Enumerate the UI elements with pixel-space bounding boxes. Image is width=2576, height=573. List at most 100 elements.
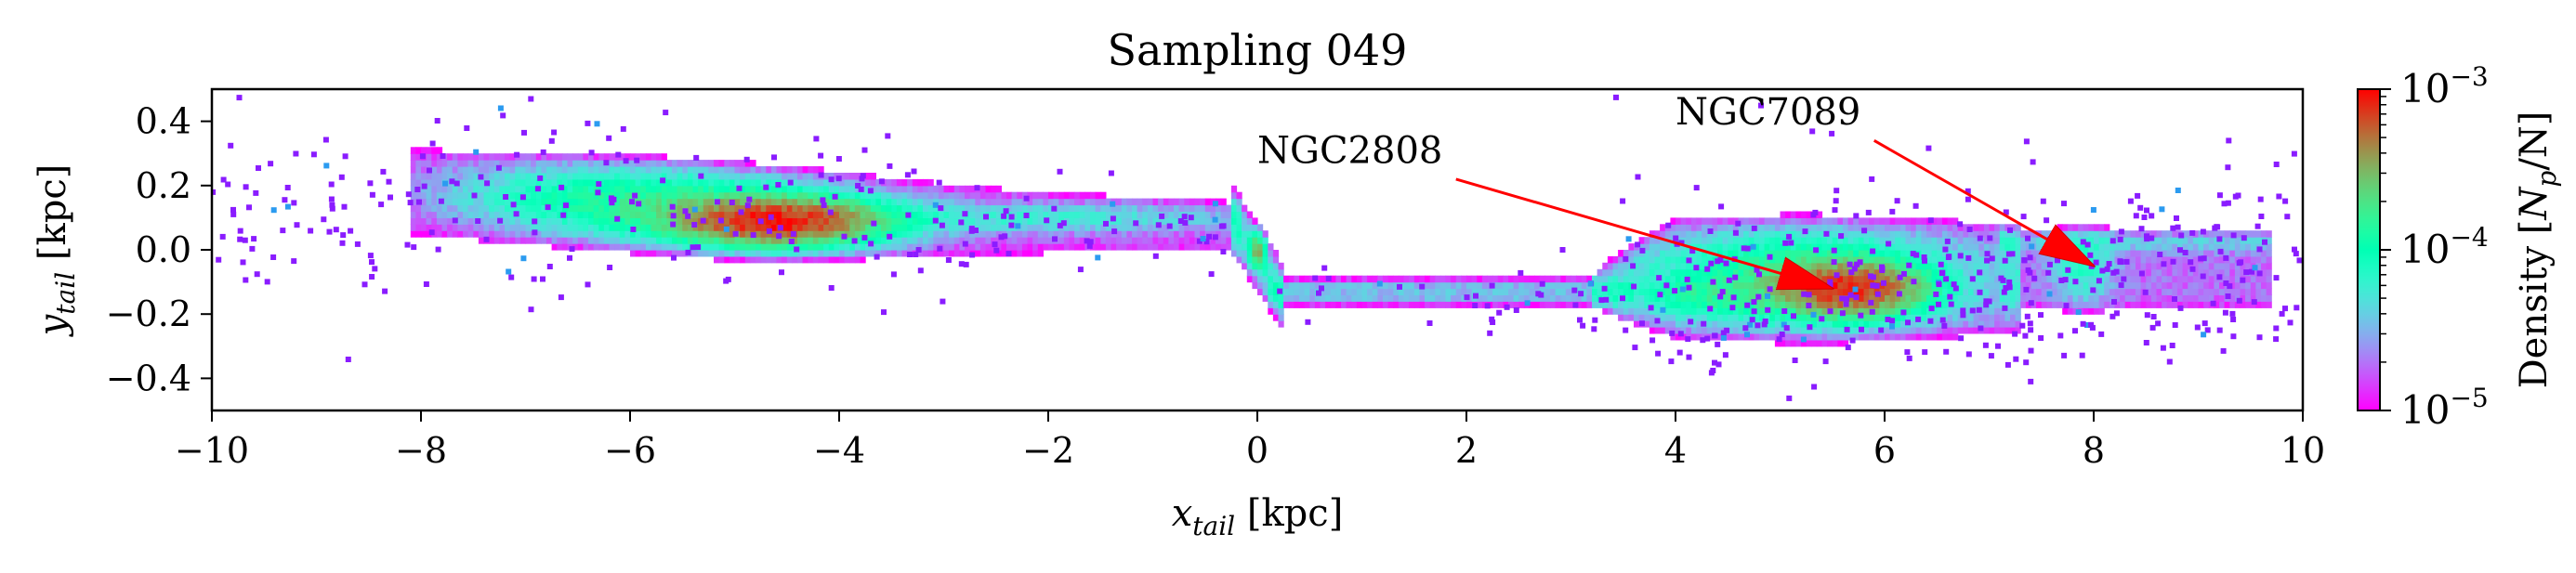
density-bin [770,191,778,200]
density-bin [535,198,542,206]
density-bin [1361,288,1368,295]
density-bin [478,160,485,167]
density-bin [1863,294,1870,302]
density-bin [1147,198,1154,206]
density-bin [1523,288,1531,295]
density-bin [1712,230,1718,238]
density-bin [1268,255,1274,264]
density-bin [2120,301,2126,308]
density-bin [2219,255,2226,264]
density-bin [1795,333,1802,341]
density-bin [1660,224,1666,231]
density-bin [1968,327,1975,334]
density-bin [1676,262,1682,270]
density-bin [1802,228,1808,235]
density-bin [1278,320,1284,328]
density-bin [1419,283,1426,290]
density-bin [1178,224,1185,231]
density-bin [1612,275,1619,283]
density-bin [551,237,558,244]
density-bin [1732,288,1740,295]
density-bin [1885,275,1891,283]
density-bin [1006,243,1013,251]
density-bin [1383,294,1389,302]
density-bin [808,230,814,238]
density-bin [1774,237,1781,244]
density-bin [1607,301,1614,308]
density-bin [1425,294,1431,302]
density-bin [339,240,346,246]
density-bin [1764,327,1770,334]
density-bin [1822,358,1829,365]
density-bin [1204,198,1211,206]
density-bin [718,198,725,206]
density-bin [1690,217,1698,225]
density-bin [635,160,641,167]
density-bin [531,173,537,180]
density-bin [1754,314,1760,321]
density-bin [499,160,506,167]
density-bin [572,153,579,161]
density-bin [1481,275,1489,283]
density-bin [2098,250,2105,257]
density-bin [1053,243,1059,251]
density-bin [1216,198,1222,206]
density-bin [2078,250,2084,257]
density-bin [535,153,542,161]
density-bin [2031,230,2037,238]
density-bin [2150,243,2158,251]
density-bin [2162,281,2168,290]
density-bin [1489,316,1495,322]
density-bin [1236,211,1242,218]
density-bin [1931,237,1938,244]
density-bin [410,224,416,231]
density-bin [687,166,694,174]
density-bin [1889,237,1896,244]
density-bin [1994,327,2001,334]
density-bin [714,178,720,187]
density-bin [1184,237,1190,244]
density-bin [1090,198,1097,206]
density-bin [1335,275,1342,283]
density-bin [677,198,683,206]
density-bin [1889,230,1896,238]
density-bin [614,224,621,231]
density-bin [435,246,441,253]
density-bin [1017,191,1023,200]
density-bin [635,243,641,251]
density-bin [1899,262,1907,270]
density-bin [1984,257,1991,264]
density-bin [1774,288,1781,295]
density-bin [1712,268,1718,277]
density-bin [1105,198,1112,206]
density-bin [1895,307,1901,315]
density-bin [1895,320,1901,328]
density-bin [489,237,495,244]
density-bin [1660,306,1666,313]
density-bin [561,204,569,213]
density-bin [310,151,317,158]
density-bin [2088,281,2095,290]
density-bin [1785,339,1792,347]
density-bin [2255,237,2262,244]
density-bin [1181,214,1188,220]
density-bin [1471,275,1478,283]
density-bin [1027,217,1033,225]
density-bin [1816,339,1823,347]
density-bin [1262,275,1268,283]
density-bin [483,173,490,180]
density-bin [2266,230,2272,238]
density-bin [834,250,840,257]
density-bin [645,185,652,193]
density-bin [367,180,374,187]
density-bin [619,178,625,187]
density-bin [953,217,960,225]
density-bin [577,191,584,200]
density-bin [870,178,876,187]
density-bin [973,228,979,233]
density-bin [912,243,918,251]
density-bin [1810,212,1817,218]
density-bin [1592,275,1598,283]
density-bin [969,243,976,251]
density-bin [1885,237,1891,244]
